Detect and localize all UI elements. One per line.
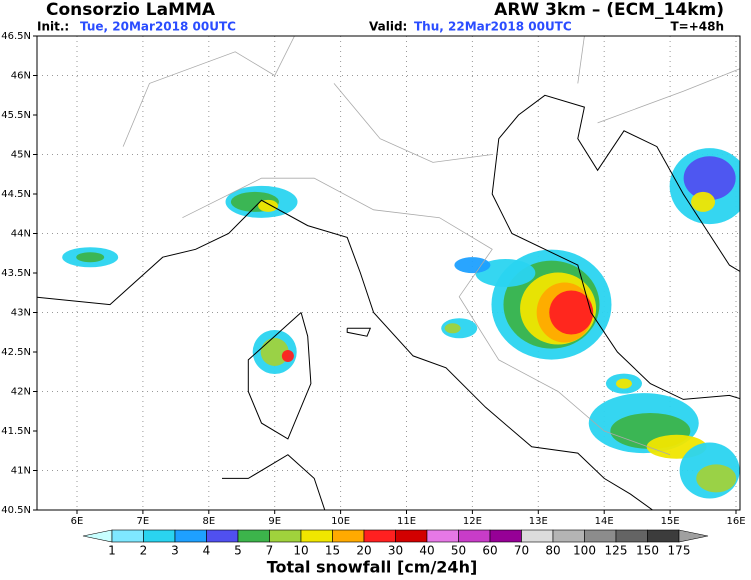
snow-area (454, 257, 491, 274)
snow-area (691, 191, 716, 212)
colorbar-box (363, 529, 396, 543)
colorbar-box (395, 529, 428, 543)
colorbar-label: 3 (171, 544, 179, 558)
snow-area (281, 349, 294, 362)
lon-label: 13E (529, 516, 548, 527)
colorbar-label: 2 (140, 544, 148, 558)
map-frame (36, 35, 741, 511)
lon-label: 7E (137, 516, 150, 527)
lat-label: 41N (11, 466, 31, 477)
colorbar-label: 80 (545, 544, 560, 558)
coastline (491, 94, 740, 400)
colorbar-label: 40 (419, 544, 434, 558)
lat-label: 41.5N (1, 426, 31, 437)
model-title: ARW 3km – (ECM_14km) (494, 0, 724, 20)
colorbar-label: 150 (636, 544, 659, 558)
lat-label: 45N (11, 150, 31, 161)
lat-label: 42N (11, 387, 31, 398)
border (333, 83, 493, 163)
colorbar-box (206, 529, 239, 543)
lon-label: 12E (463, 516, 482, 527)
lat-label: 46.5N (1, 31, 31, 42)
border (597, 68, 740, 124)
lat-label: 44N (11, 229, 31, 240)
colorbar-label: 4 (203, 544, 211, 558)
colorbar-box (647, 529, 680, 543)
colorbar-box (300, 529, 333, 543)
geography (37, 36, 740, 510)
snow-area (475, 259, 536, 287)
coastline (37, 199, 654, 510)
colorbar-label: 50 (451, 544, 466, 558)
snow-area (696, 464, 737, 493)
border (577, 36, 585, 84)
colorbar-label: 10 (293, 544, 308, 558)
colorbar-label: 125 (605, 544, 628, 558)
lat-label: 45.5N (1, 110, 31, 121)
border (122, 36, 298, 147)
colorbar-box (584, 529, 617, 543)
colorbar-box (426, 529, 459, 543)
lat-label: 46N (11, 71, 31, 82)
colorbar-label: 5 (234, 544, 242, 558)
colorbar-label: 60 (482, 544, 497, 558)
colorbar-title: Total snowfall [cm/24h] (267, 558, 478, 577)
lon-label: 11E (397, 516, 416, 527)
colorbar-triangle (82, 529, 113, 543)
colorbar-box (552, 529, 585, 543)
snow-area (444, 323, 461, 334)
colorbar-label: 175 (668, 544, 691, 558)
lead-time: T=+48h (670, 20, 724, 34)
snow-area (683, 156, 736, 201)
lon-label: 8E (202, 516, 215, 527)
lat-label: 40.5N (1, 505, 31, 516)
colorbar-box (489, 529, 522, 543)
lat-label: 43N (11, 308, 31, 319)
valid-label: Valid: (369, 20, 407, 34)
colorbar-box (174, 529, 207, 543)
lat-label: 44.5N (1, 189, 31, 200)
snow-area (615, 378, 632, 389)
colorbar-label: 20 (356, 544, 371, 558)
lon-label: 9E (268, 516, 281, 527)
colorbar-label: 100 (573, 544, 596, 558)
colorbar-triangle (678, 529, 709, 543)
snow-area (260, 338, 289, 366)
init-value: Tue, 20Mar2018 00UTC (80, 20, 236, 34)
colorbar-box (615, 529, 648, 543)
lon-label: 16E (726, 516, 745, 527)
producer-title: Consorzio LaMMA (46, 0, 216, 20)
colorbar-label: 70 (514, 544, 529, 558)
colorbar-label: 15 (325, 544, 340, 558)
coastline (346, 327, 372, 337)
colorbar-box (332, 529, 365, 543)
coastline (222, 454, 326, 510)
snow-area (76, 252, 105, 263)
colorbar-box (458, 529, 491, 543)
lon-label: 15E (661, 516, 680, 527)
init-label: Init.: (37, 20, 69, 34)
valid-value: Thu, 22Mar2018 00UTC (414, 20, 572, 34)
colorbar-label: 7 (266, 544, 274, 558)
lon-label: 10E (331, 516, 350, 527)
colorbar-box (143, 529, 176, 543)
lat-label: 42.5N (1, 347, 31, 358)
colorbar-box (237, 529, 270, 543)
lat-label: 43.5N (1, 268, 31, 279)
coastline (247, 312, 312, 440)
colorbar-box (111, 529, 144, 543)
snow-area (258, 199, 279, 212)
snow-area (549, 290, 594, 335)
colorbar-box (269, 529, 302, 543)
colorbar: 1 2 3 4 5 7 10 15 20 30 40 50 60 70 80 100 125 150 175 (82, 529, 709, 558)
colorbar-box (521, 529, 554, 543)
lon-label: 6E (71, 516, 84, 527)
lon-label: 14E (595, 516, 614, 527)
border (182, 177, 671, 456)
colorbar-label: 1 (108, 544, 116, 558)
colorbar-label: 30 (388, 544, 403, 558)
